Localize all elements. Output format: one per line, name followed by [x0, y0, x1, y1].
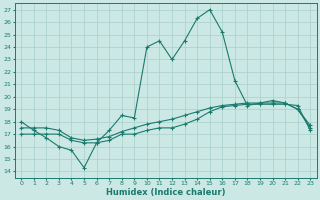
X-axis label: Humidex (Indice chaleur): Humidex (Indice chaleur): [106, 188, 226, 197]
